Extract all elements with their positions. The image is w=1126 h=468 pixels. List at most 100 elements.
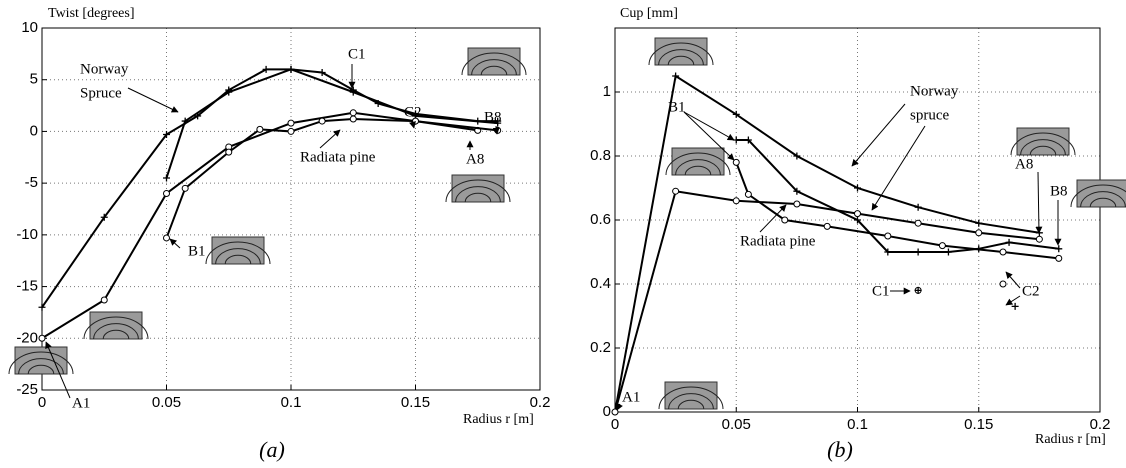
point: [1005, 238, 1013, 246]
point: [975, 229, 983, 237]
point: [163, 189, 170, 197]
wood-ring: [665, 152, 731, 176]
caption: (b): [827, 437, 853, 462]
annotation: Norway: [910, 83, 959, 99]
annotation: A1: [72, 395, 90, 411]
point: [163, 174, 170, 182]
annotation: A8: [1015, 156, 1033, 172]
point: [287, 127, 295, 135]
wood-ring: [445, 179, 511, 203]
wood-ring: [1080, 191, 1126, 208]
point: [256, 125, 264, 133]
point: [732, 158, 740, 166]
point: [100, 213, 108, 221]
point: [100, 296, 108, 304]
annotation: B8: [1050, 183, 1068, 199]
plot-frame: [41, 27, 541, 391]
annotation: C2: [404, 104, 422, 120]
x-axis-label: Radius r [m]: [1035, 432, 1106, 447]
point: [914, 203, 922, 211]
point: [163, 131, 170, 139]
plot-frame: [614, 27, 1101, 413]
caption: (a): [259, 437, 285, 462]
annotation: B8: [484, 109, 502, 125]
point: [823, 222, 831, 230]
annotation-arrow: [492, 125, 500, 135]
wood-ring: [648, 42, 714, 66]
point: [914, 248, 922, 256]
wood-icon: [211, 236, 265, 265]
annotation: spruce: [910, 107, 949, 123]
point: [999, 248, 1007, 256]
x-tick-label: 0: [611, 416, 619, 433]
wood-ring: [675, 159, 721, 176]
x-axis-label: Radius r [m]: [463, 412, 534, 427]
annotation-arrow: [169, 238, 181, 249]
wood-icon: [89, 311, 143, 340]
y-tick-label: 0: [603, 403, 611, 420]
point: [38, 303, 46, 311]
wood-ring: [480, 65, 508, 76]
wood-icon: [1076, 179, 1126, 208]
x-tick-label: 0.05: [152, 394, 181, 411]
wood-ring: [667, 55, 695, 66]
point: [854, 184, 861, 192]
point: [914, 286, 922, 294]
wood-ring: [83, 316, 149, 340]
point: [744, 190, 752, 198]
annotation-arrow: [851, 103, 906, 167]
point: [793, 152, 801, 160]
x-tick-label: 0.15: [964, 416, 993, 433]
wood-ring: [658, 386, 724, 410]
annotation: Spruce: [80, 85, 122, 101]
annotation: Norway: [80, 61, 129, 77]
wood-ring: [205, 241, 271, 265]
annotation-arrow: [759, 204, 787, 233]
x-tick-label: 0.1: [847, 416, 868, 433]
annotation: Radiata pine: [740, 233, 816, 249]
point: [1055, 254, 1063, 262]
point: [732, 110, 740, 118]
annotation-arrow: [1005, 271, 1021, 289]
series-line: [614, 190, 1040, 413]
x-tick-label: 0.2: [1090, 416, 1111, 433]
wood-ring: [461, 52, 527, 76]
wood-icon: [14, 346, 68, 375]
point: [793, 187, 801, 195]
wood-ring: [102, 329, 130, 340]
annotation-arrow: [45, 341, 71, 399]
series-line: [614, 74, 1040, 413]
point: [318, 117, 326, 125]
annotation-arrow: [616, 402, 623, 411]
x-tick-label: 0: [38, 394, 46, 411]
y-tick-label: 0: [30, 122, 38, 139]
point: [181, 184, 189, 192]
point: [181, 117, 189, 125]
point: [38, 334, 46, 342]
point: [287, 65, 295, 73]
point: [672, 187, 680, 195]
wood-ring: [677, 399, 705, 410]
x-tick-label: 0.1: [281, 394, 302, 411]
wood-ring: [471, 59, 517, 76]
y-tick-label: -20: [16, 329, 38, 346]
annotation: A1: [622, 389, 640, 405]
point: [349, 109, 357, 117]
x-tick-label: 0.15: [401, 394, 430, 411]
point: [611, 408, 619, 416]
wood-icon: [467, 47, 521, 76]
annotation-arrow: [127, 87, 179, 113]
point: [1011, 302, 1019, 310]
wood-ring: [27, 364, 55, 375]
point: [672, 72, 680, 80]
wood-ring: [684, 165, 712, 176]
wood-ring: [464, 192, 492, 203]
series-line: [735, 162, 1059, 260]
annotation-arrow: [871, 125, 926, 211]
wood-ring: [658, 49, 704, 66]
y-tick-label: 5: [30, 71, 38, 88]
y-tick-label: 0.4: [590, 275, 611, 292]
point: [349, 115, 357, 123]
point: [944, 248, 952, 256]
